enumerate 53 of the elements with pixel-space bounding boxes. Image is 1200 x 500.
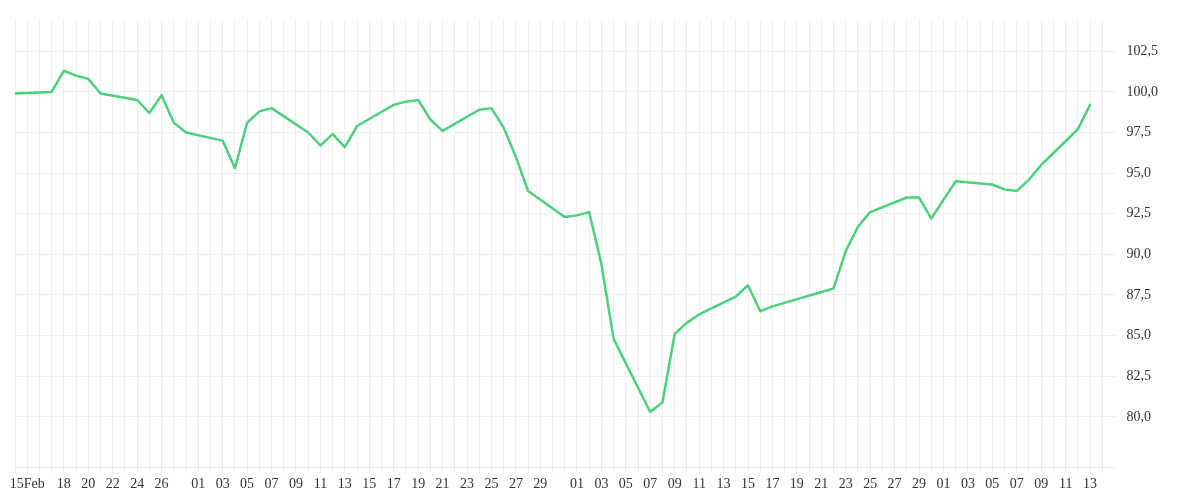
x-tick-label: 27: [887, 476, 902, 492]
x-tick-label: 22: [105, 476, 120, 492]
x-tick-label: 05: [985, 476, 1000, 492]
x-tick-label: 25: [484, 476, 499, 492]
x-tick-label: 03: [960, 476, 975, 492]
x-tick-label: 13: [337, 476, 352, 492]
x-tick-label: 03: [215, 476, 230, 492]
x-tick-label: 19: [789, 476, 804, 492]
x-tick-label: 21: [814, 476, 829, 492]
y-tick-label: 80,0: [1126, 408, 1151, 424]
x-tick-label: 18: [56, 476, 71, 492]
x-tick-label: 29: [912, 476, 927, 492]
x-tick-label: 05: [618, 476, 633, 492]
x-tick-label: 11: [692, 476, 706, 492]
y-tick-label: 82,5: [1126, 367, 1151, 383]
x-tick-label: 07: [643, 476, 658, 492]
x-tick-label: 24: [130, 476, 145, 492]
x-tick-label: 17: [765, 476, 780, 492]
y-tick-label: 90,0: [1126, 246, 1151, 262]
x-tick-label: 15Feb: [9, 476, 45, 492]
x-tick-label: 17: [386, 476, 401, 492]
x-tick-label: 05: [240, 476, 255, 492]
y-tick-label: 92,5: [1126, 205, 1151, 221]
x-tick-label: 11: [1058, 476, 1073, 492]
y-tick-label: 97,5: [1126, 124, 1151, 140]
x-tick-label: 03: [594, 476, 609, 492]
x-tick-label: 15: [741, 476, 755, 492]
x-tick-label: 19: [411, 476, 426, 492]
x-tick-label: 01: [936, 476, 951, 492]
x-tick-label: 27: [508, 476, 523, 492]
x-tick-label: 13: [716, 476, 731, 492]
x-tick-label: 01: [569, 476, 584, 492]
x-tick-label: 09: [1034, 476, 1049, 492]
x-tick-label: 07: [1009, 476, 1024, 492]
x-tick-label: 20: [81, 476, 96, 492]
x-tick-label: 23: [838, 476, 853, 492]
x-tick-label: 11: [313, 476, 328, 492]
x-tick-label: 13: [1083, 476, 1098, 492]
y-tick-label: 100,0: [1126, 83, 1158, 99]
x-tick-label: 15: [362, 476, 377, 492]
y-tick-label: 102,5: [1126, 42, 1158, 58]
y-tick-label: 95,0: [1126, 164, 1151, 180]
x-tick-label: 26: [154, 476, 169, 492]
x-tick-label: 29: [533, 476, 548, 492]
x-tick-label: 07: [264, 476, 279, 492]
y-tick-label: 85,0: [1126, 327, 1151, 343]
x-tick-label: 21: [435, 476, 450, 492]
x-tick-label: 09: [667, 476, 682, 492]
x-tick-label: 01: [191, 476, 206, 492]
x-tick-label: 23: [460, 476, 475, 492]
x-tick-label: 25: [863, 476, 878, 492]
y-tick-label: 87,5: [1126, 286, 1151, 302]
x-tick-label: 09: [288, 476, 303, 492]
